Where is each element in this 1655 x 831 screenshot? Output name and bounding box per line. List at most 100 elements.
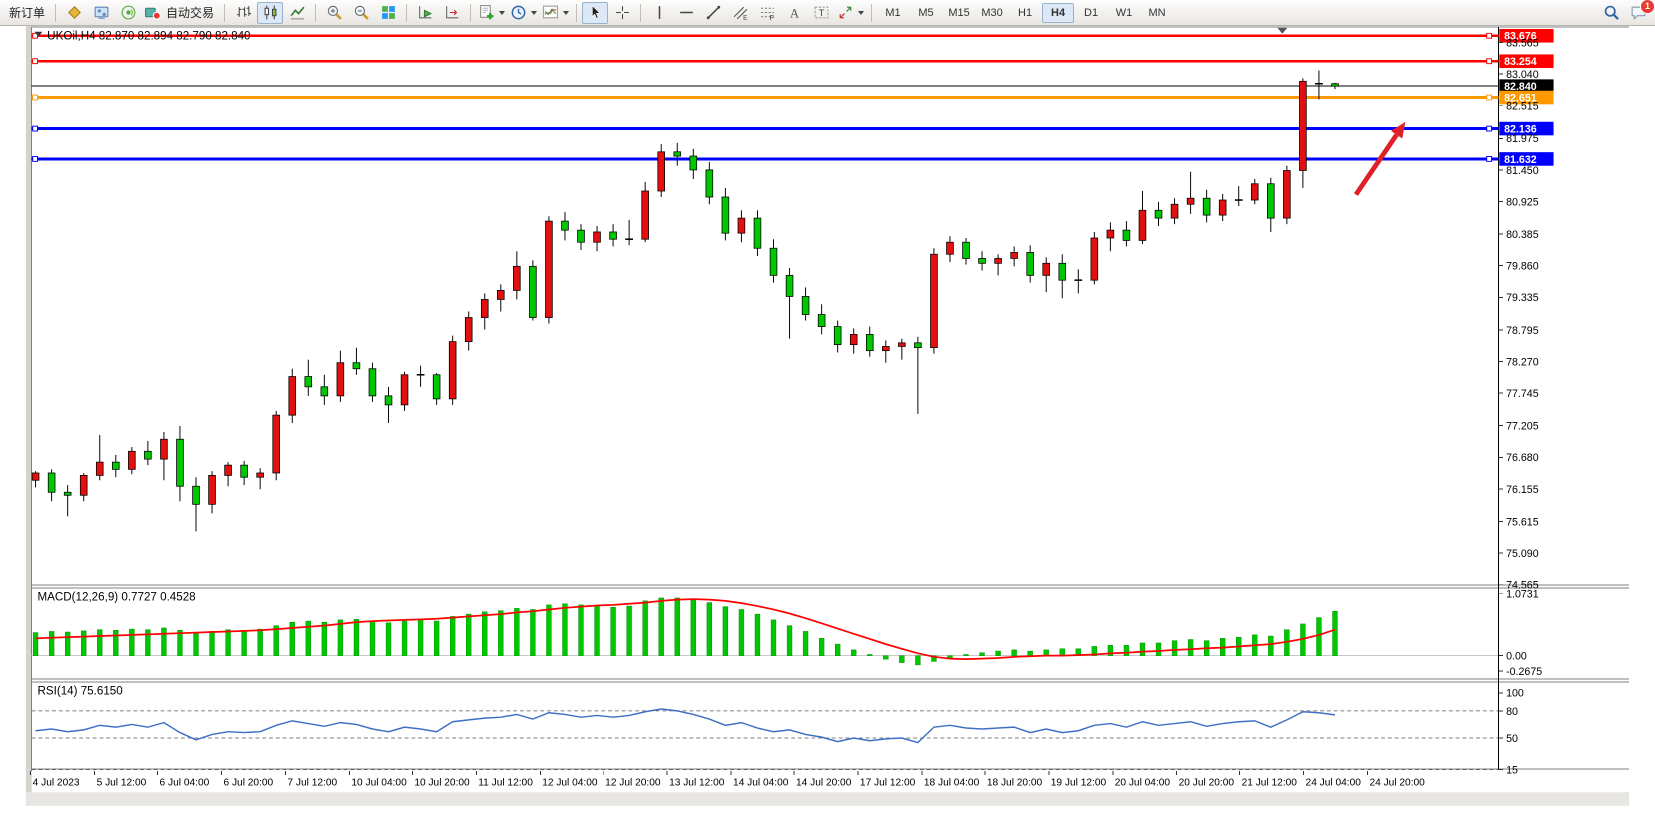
auto-scroll-icon[interactable] <box>412 2 438 24</box>
cursor-icon[interactable] <box>582 1 609 24</box>
time-tick-label: 6 Jul 20:00 <box>224 777 274 788</box>
timeframe-w1[interactable]: W1 <box>1108 3 1140 23</box>
new-chart-icon[interactable] <box>476 2 507 24</box>
hline-right-handle[interactable] <box>1486 156 1493 162</box>
timeframe-m30[interactable]: M30 <box>976 3 1008 23</box>
chevron-down-icon[interactable] <box>531 10 538 15</box>
hline-right-handle[interactable] <box>1486 125 1493 132</box>
horizontal-line-icon[interactable] <box>673 2 699 24</box>
macd-hist-bar <box>401 620 408 656</box>
price-badge <box>1499 121 1554 136</box>
trend-arrow[interactable] <box>1353 121 1406 196</box>
time-axis[interactable]: 4 Jul 2023 5 Jul 12:00 6 Jul 04:00 6 Jul 20… <box>30 770 1425 789</box>
vertical-line-icon[interactable] <box>646 2 672 24</box>
bar-chart-icon[interactable] <box>230 2 256 24</box>
timeframe-m5[interactable]: M5 <box>910 3 942 23</box>
window-bottom-edge <box>25 792 1630 806</box>
signals-icon[interactable] <box>115 2 141 24</box>
toolbar-separator <box>315 3 317 22</box>
arrows-icon[interactable] <box>835 2 866 24</box>
timeframe-d1[interactable]: D1 <box>1075 3 1107 23</box>
hline-left-handle[interactable] <box>32 94 38 101</box>
new-order-button[interactable]: 新订单 <box>4 2 50 24</box>
chart-shift-marker[interactable] <box>1277 27 1288 34</box>
macd-hist-bar <box>433 620 440 656</box>
chart-canvas[interactable]: 83.67683.25482.84082.65182.13681.63283.5… <box>0 26 1655 831</box>
macd-hist-bar <box>369 620 376 656</box>
hline-left-handle[interactable] <box>32 125 38 132</box>
macd-hist-bar <box>1155 642 1162 656</box>
candle-body <box>79 475 88 496</box>
candle-body <box>336 362 345 397</box>
macd-hist-bar <box>305 620 311 656</box>
indicators-icon[interactable] <box>540 2 571 24</box>
candle-body <box>192 485 200 505</box>
charts-folder-icon[interactable] <box>61 2 87 24</box>
rsi-line <box>35 708 1336 744</box>
text-icon[interactable]: A <box>781 2 807 24</box>
toolbar-separator <box>576 3 578 22</box>
rsi-tick-label: 80 <box>1506 706 1518 718</box>
macd-label: MACD(12,26,9) 0.7727 0.4528 <box>38 590 196 603</box>
timeframe-m15[interactable]: M15 <box>943 3 975 23</box>
chart-title: UKOil,H4 82.870 82.894 82.790 82.840 <box>47 30 250 43</box>
timeframe-m1-label: M1 <box>885 6 901 19</box>
macd-hist-bar <box>915 655 921 666</box>
arrow-shaft[interactable] <box>1353 133 1399 196</box>
candlestick-chart-icon[interactable] <box>257 1 284 24</box>
macd-hist-bar <box>690 599 696 656</box>
chat-icon[interactable]: 1 <box>1625 0 1655 24</box>
timeframe-h4[interactable]: H4 <box>1042 2 1075 23</box>
candle-body <box>288 376 297 416</box>
hline-right-handle[interactable] <box>1486 58 1493 65</box>
chart-shift-icon[interactable] <box>439 2 465 24</box>
equidistant-channel-icon[interactable]: E <box>727 2 753 24</box>
zoom-out-icon[interactable] <box>348 2 374 24</box>
macd-hist-bar <box>786 625 793 656</box>
chart-window[interactable]: 83.676 83.254 82.840 82.651 82.136 81.632 83.5… <box>0 26 1655 831</box>
macd-hist-bar <box>738 609 745 656</box>
candle-body <box>882 346 890 352</box>
hline-right-handle[interactable] <box>1486 32 1493 39</box>
text-label-icon[interactable]: T <box>808 2 834 24</box>
arrow-head[interactable] <box>1391 121 1406 139</box>
profiles-icon[interactable] <box>508 2 539 24</box>
chevron-down-icon[interactable] <box>858 10 865 15</box>
macd-hist-bar <box>514 608 520 656</box>
tile-windows-icon[interactable] <box>375 2 401 24</box>
candle-body <box>930 253 938 349</box>
trendline-icon[interactable] <box>700 2 726 24</box>
fibonacci-icon[interactable]: F <box>754 2 780 24</box>
timeframe-mn[interactable]: MN <box>1141 3 1173 23</box>
timeframe-h1[interactable]: H1 <box>1009 3 1041 23</box>
price-tick-label: 77.205 <box>1506 421 1539 433</box>
chevron-down-icon[interactable] <box>563 10 570 15</box>
candle-body <box>400 374 409 406</box>
macd-hist-bar <box>321 621 327 656</box>
time-tick-label: 10 Jul 04:00 <box>351 777 407 788</box>
text-label-icon: T <box>814 6 828 19</box>
search-icon[interactable] <box>1598 2 1624 24</box>
timeframe-m1[interactable]: M1 <box>877 3 909 23</box>
hline-right-handle[interactable] <box>1486 94 1493 101</box>
chevron-down-icon[interactable] <box>499 10 506 15</box>
autotrading-button[interactable]: 自动交易 <box>142 2 219 24</box>
price-badge <box>1499 152 1554 166</box>
trendline-icon <box>706 5 720 20</box>
candle-body <box>95 461 104 476</box>
symbol-dropdown-icon[interactable] <box>34 31 43 37</box>
hline-left-handle[interactable] <box>32 156 38 162</box>
candle-body <box>801 296 810 315</box>
macd-hist-bar <box>193 632 199 656</box>
terminal-icon[interactable] <box>88 2 114 24</box>
price-badge-label: 82.136 <box>1504 123 1537 135</box>
hline-left-handle[interactable] <box>32 32 38 39</box>
candle-body <box>1170 203 1179 219</box>
macd-hist-bar <box>963 654 969 656</box>
hline-left-handle[interactable] <box>32 58 38 65</box>
time-tick-label: 7 Jul 12:00 <box>287 777 337 788</box>
crosshair-icon[interactable] <box>609 2 635 24</box>
zoom-in-icon[interactable] <box>321 2 347 24</box>
line-chart-icon[interactable] <box>284 2 310 24</box>
